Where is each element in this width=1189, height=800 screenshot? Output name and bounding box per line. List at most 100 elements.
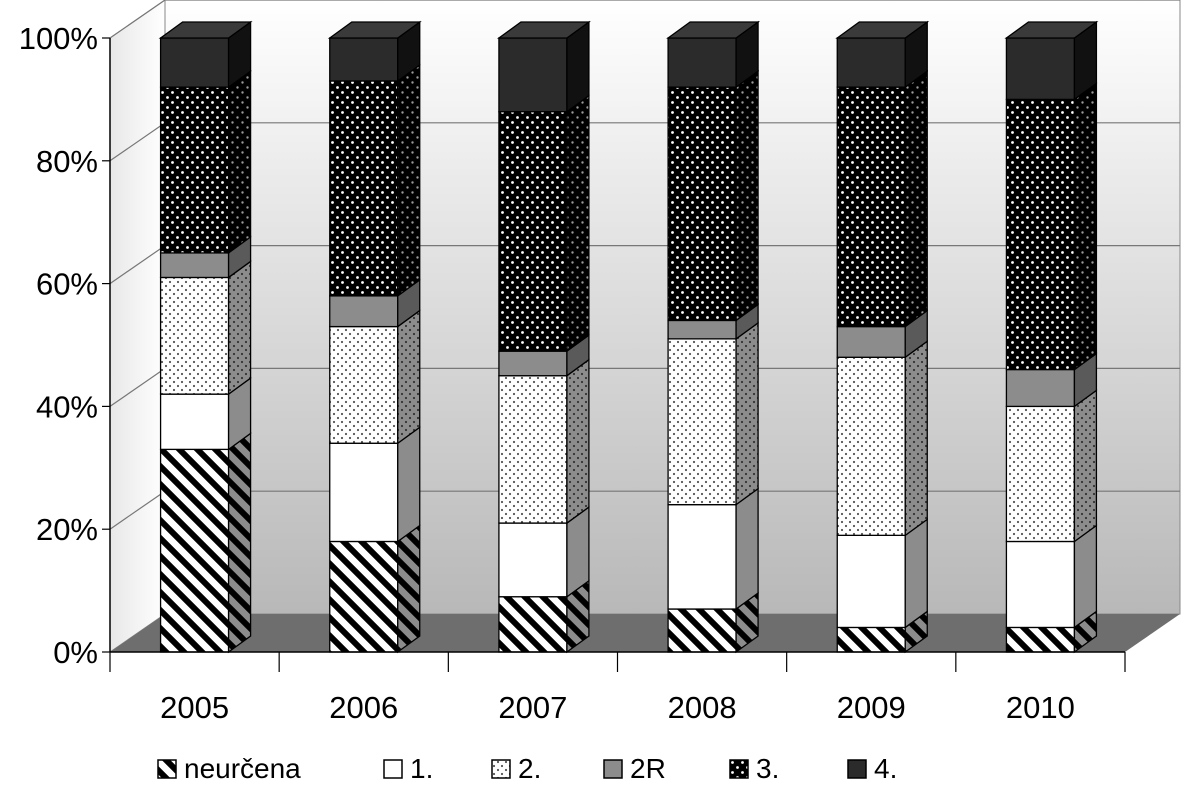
bar-segment	[836, 610, 928, 654]
legend-swatch	[729, 759, 749, 779]
bar-segment-front	[667, 86, 737, 322]
bar-segment-side	[397, 63, 421, 298]
bar-segment-side	[904, 69, 928, 328]
bar-segment-front	[159, 276, 230, 395]
bar-segment-front	[498, 375, 568, 524]
y-tick-label: 0%	[53, 635, 98, 670]
bar-segment-front	[329, 80, 399, 297]
legend-label: 3.	[756, 753, 779, 784]
bar-segment	[836, 69, 928, 328]
bar-segment-front	[498, 350, 568, 377]
bar-segment	[1005, 352, 1098, 408]
bar-segment-side	[1073, 82, 1098, 371]
legend-label: 2R	[630, 753, 666, 784]
bar-segment	[1005, 389, 1098, 543]
bar-segment-front	[159, 252, 230, 279]
bar-segment-side	[566, 94, 590, 353]
bar-segment-front	[1005, 37, 1076, 101]
bar-segment-front	[329, 325, 399, 444]
bar-segment	[667, 69, 759, 322]
bar-segment-side	[735, 487, 759, 611]
bar-segment-front	[498, 596, 568, 653]
x-tick-label: 2008	[668, 690, 737, 725]
bar-segment-front	[836, 86, 906, 328]
x-tick-label: 2010	[1006, 690, 1075, 725]
legend-label: 4.	[874, 753, 897, 784]
bar-segment-front	[329, 442, 399, 543]
bar-segment	[1005, 610, 1098, 654]
bar-segment-front	[1005, 368, 1076, 408]
bar-segment	[329, 425, 421, 543]
bar-segment-front	[1005, 540, 1076, 629]
bar-segment-front	[498, 111, 568, 352]
bar-2010	[1004, 20, 1099, 654]
bar-segment	[159, 376, 252, 451]
bar-top	[496, 21, 591, 39]
bar-segment	[327, 20, 422, 83]
bar-segment-side	[566, 358, 590, 525]
legend-item: 3.	[729, 753, 779, 784]
bar-segment-side	[397, 524, 421, 654]
x-tick-label: 2006	[329, 690, 398, 725]
bar-segment	[835, 20, 930, 89]
bar-segment	[329, 524, 421, 654]
bar-segment-side	[227, 432, 252, 654]
bar-segment-side	[227, 260, 252, 396]
bar-segment-front	[667, 319, 737, 340]
bar-segment-front	[836, 356, 906, 536]
bar-segment-side	[227, 69, 252, 255]
bar-segment	[158, 20, 253, 89]
bar-segment-front	[329, 295, 399, 328]
bar-segment	[159, 432, 252, 654]
bar-segment-side	[1073, 389, 1098, 543]
bar-segment-front	[159, 86, 230, 254]
bar-segment	[498, 333, 590, 377]
bar-segment	[498, 505, 590, 599]
bar-top	[327, 21, 422, 39]
legend-item: 4.	[847, 753, 897, 784]
bar-segment-front	[329, 37, 399, 82]
bar-segment-front	[159, 393, 230, 451]
x-tick-label: 2009	[837, 690, 906, 725]
y-tick-label: 60%	[36, 267, 98, 302]
bar-segment-side	[735, 321, 759, 506]
bar-segment-front	[667, 608, 737, 653]
legend-label: 1.	[410, 753, 433, 784]
bar-segment-front	[1005, 98, 1076, 371]
legend-swatch	[491, 759, 511, 779]
bar-segment-side	[397, 309, 421, 445]
bar-segment-front	[1005, 626, 1076, 653]
bar-segment-front	[836, 534, 906, 629]
y-tick-label: 100%	[19, 21, 98, 56]
bar-2005	[158, 20, 253, 654]
bar-segment	[1004, 20, 1099, 101]
side-wall	[109, 0, 166, 653]
bar-segment-front	[498, 522, 568, 598]
bar-top	[158, 21, 253, 39]
legend-swatch	[603, 759, 623, 779]
bar-segment-side	[904, 340, 928, 537]
bar-segment	[159, 235, 252, 279]
y-tick-label: 40%	[36, 389, 98, 424]
bar-segment-side	[735, 69, 759, 322]
legend-swatch	[847, 759, 867, 779]
axes: 0% 20% 40% 60% 80% 100% 2005 2006 2007 2008 2009 20…	[19, 21, 1126, 725]
legend-item: 2.	[491, 753, 541, 784]
bar-segment	[329, 309, 421, 445]
bar-segment-side	[1073, 524, 1098, 629]
bar-segment	[836, 340, 928, 537]
legend-item: neurčena	[157, 753, 301, 784]
x-tick-label: 2005	[160, 690, 229, 725]
bar-2007	[496, 20, 591, 654]
legend-item: 2R	[603, 753, 666, 784]
bar-top	[835, 21, 930, 39]
legend-item: 1.	[383, 753, 433, 784]
bar-segment-front	[667, 503, 737, 610]
legend: neurčena 1. 2. 2R 3. 4.	[157, 753, 897, 784]
legend-swatch	[157, 759, 177, 779]
bar-segment	[159, 260, 252, 396]
bar-segment	[159, 69, 252, 255]
bar-segment	[498, 579, 590, 654]
bar-segment	[496, 20, 591, 113]
